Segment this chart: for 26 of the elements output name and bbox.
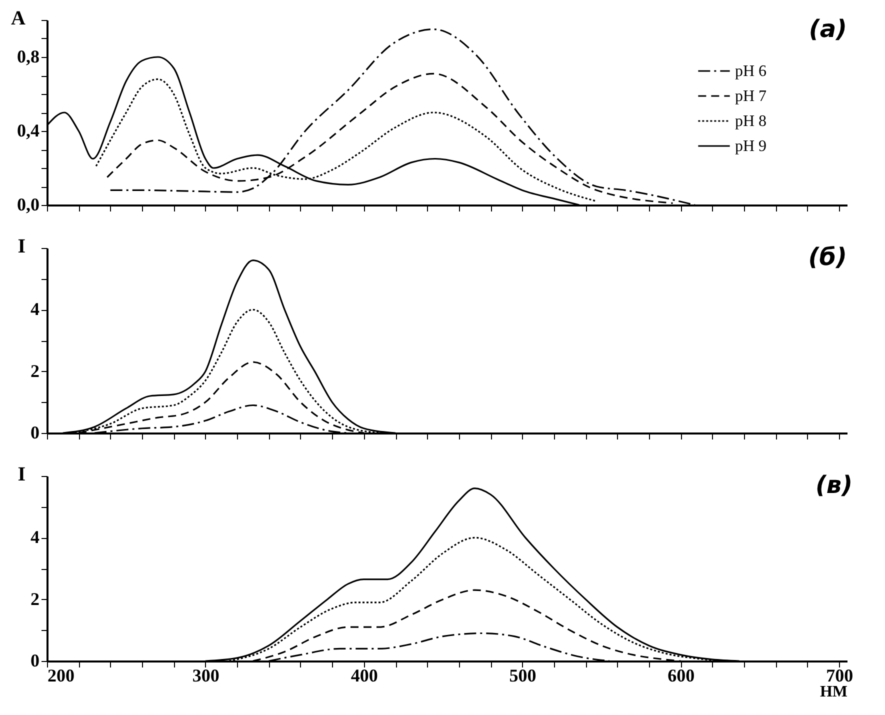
chart-title: (а) [808,15,847,43]
y-tick-label: 0 [30,422,40,442]
x-tick-label: 300 [192,666,220,686]
x-tick-label: 700 [826,666,854,686]
y-tick-label: 0 [30,650,40,670]
y-tick-label: 2 [30,360,40,381]
legend-label: pH 6 [735,63,767,80]
y-axis-title: A [11,8,26,30]
y-axis-title: I [18,236,26,258]
x-tick-label: 200 [48,666,74,686]
legend-label: pH 8 [735,113,767,130]
chart-title: (в) [815,471,853,499]
legend-label: pH 9 [735,138,767,155]
y-axis-title: I [18,464,26,486]
y-tick-label: 0,8 [17,46,40,66]
x-tick-label: 400 [350,666,378,686]
y-tick-label: 4 [30,527,40,548]
y-tick-label: 4 [30,299,40,320]
y-tick-label: 0,0 [17,194,40,214]
legend-label: pH 7 [735,88,767,105]
x-tick-label: 600 [668,666,695,686]
chart-title: (б) [808,243,847,271]
y-tick-label: 0,4 [17,120,40,140]
x-axis-title: НМ [820,684,848,700]
y-tick-label: 2 [30,588,40,609]
x-tick-label: 500 [509,666,536,686]
